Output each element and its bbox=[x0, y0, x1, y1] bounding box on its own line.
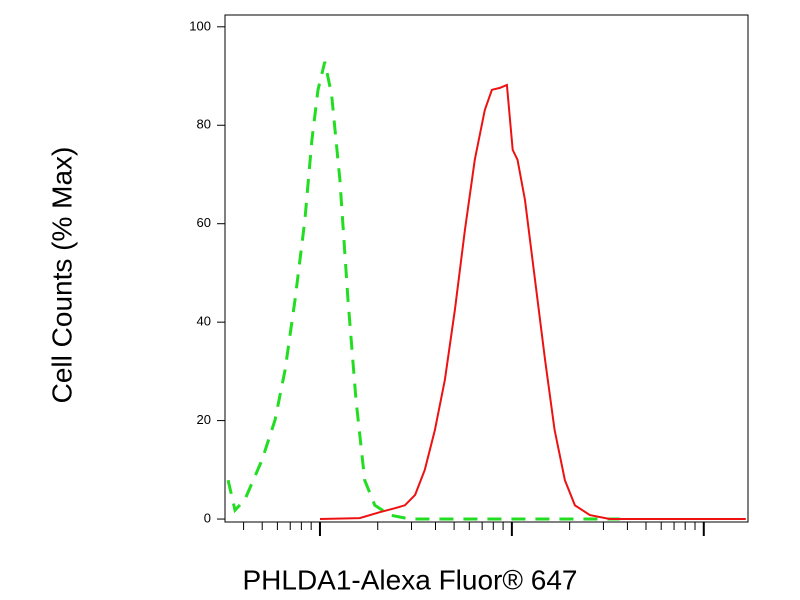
data-line bbox=[226, 61, 620, 521]
y-tick-label: 20 bbox=[197, 412, 211, 427]
y-axis-title: Cell Counts (% Max) bbox=[46, 147, 77, 404]
data-line bbox=[319, 83, 746, 520]
y-tick-label: 40 bbox=[197, 314, 211, 329]
y-tick-label: 0 bbox=[204, 510, 211, 525]
x-axis-title: PHLDA1-Alexa Fluor® 647 bbox=[242, 564, 577, 595]
y-tick-label: 80 bbox=[197, 117, 211, 132]
y-tick-label: 60 bbox=[197, 215, 211, 230]
y-tick-label: 100 bbox=[189, 18, 211, 33]
plot-frame bbox=[224, 14, 749, 523]
